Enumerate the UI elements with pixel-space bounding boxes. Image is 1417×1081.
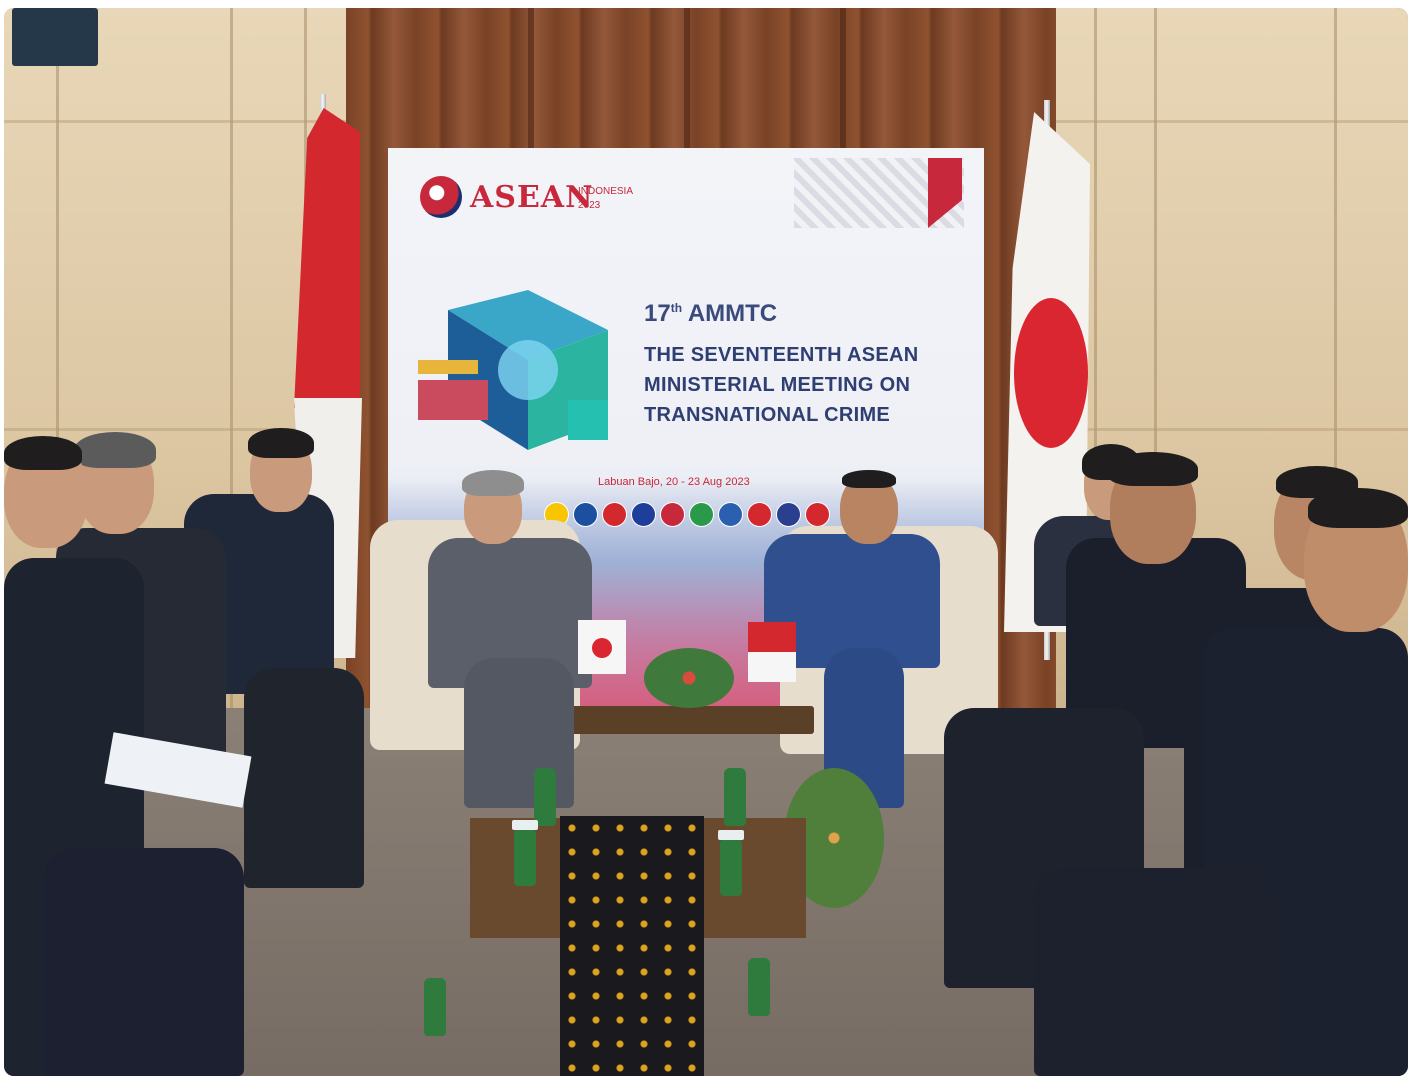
member-flags-row	[544, 502, 830, 527]
water-bottle	[724, 768, 746, 826]
member-flag-icon	[747, 502, 772, 527]
japan-flag-sun	[1014, 298, 1088, 448]
water-bottle	[424, 978, 446, 1036]
delegate-hair	[4, 436, 82, 470]
event-title-line-1: THE SEVENTEENTH ASEAN	[644, 344, 919, 366]
delegate-seated-right-hair	[842, 470, 896, 488]
member-flag-icon	[718, 502, 743, 527]
member-flag-icon	[573, 502, 598, 527]
asean-logo-text: ASEAN	[470, 180, 594, 215]
member-flag-icon	[631, 502, 656, 527]
water-bottle	[748, 958, 770, 1016]
glass	[512, 820, 538, 830]
flower-arrangement	[644, 648, 734, 708]
water-bottle	[514, 828, 536, 886]
wall-panel-divider	[230, 8, 233, 768]
delegate-right-3-legs	[1034, 868, 1274, 1076]
delegate-hair	[74, 432, 156, 468]
member-flag-icon	[805, 502, 830, 527]
water-bottle	[720, 838, 742, 896]
delegate-seated-left-hair	[462, 470, 524, 496]
event-location-dates: Labuan Bajo, 20 - 23 Aug 2023	[598, 476, 750, 488]
coffee-table	[542, 706, 814, 734]
delegate-hair	[1308, 488, 1408, 528]
event-title-line-2: MINISTERIAL MEETING ON	[644, 374, 911, 396]
water-bottle	[534, 768, 556, 826]
event-number-suffix: th	[670, 301, 683, 315]
wall-panel-divider	[1334, 8, 1337, 768]
table-flag-indonesia	[748, 622, 796, 682]
wall-speaker	[12, 8, 98, 66]
event-number: 17	[644, 300, 671, 327]
delegate-left-1-legs	[44, 848, 244, 1076]
delegate-hair	[248, 428, 314, 458]
member-flag-icon	[689, 502, 714, 527]
photo: ASEAN INDONESIA 2023 17th AMMTC THE SEVE…	[4, 8, 1408, 1076]
event-acronym: AMMTC	[687, 300, 778, 327]
glass	[718, 830, 744, 840]
member-flag-icon	[776, 502, 801, 527]
asean-logo-icon	[420, 176, 462, 218]
event-title-line-3: TRANSNATIONAL CRIME	[644, 404, 891, 426]
event-short-title: 17th AMMTC	[644, 300, 777, 328]
table-flag-japan	[578, 620, 626, 674]
delegate-left-standing-legs	[244, 668, 364, 888]
member-flag-icon	[602, 502, 627, 527]
asean-logo-country: INDONESIA	[578, 186, 634, 197]
banner-cube-artwork	[418, 290, 608, 450]
delegate-seated-left-legs	[464, 658, 574, 808]
member-flag-icon	[660, 502, 685, 527]
asean-logo-year: 2023	[578, 200, 601, 211]
wall-panel-divider	[56, 8, 59, 768]
table-runner	[560, 816, 704, 1076]
wall-panel-divider	[1154, 8, 1157, 768]
wall-panel-divider	[1094, 8, 1097, 768]
delegate-hair	[1108, 452, 1198, 486]
